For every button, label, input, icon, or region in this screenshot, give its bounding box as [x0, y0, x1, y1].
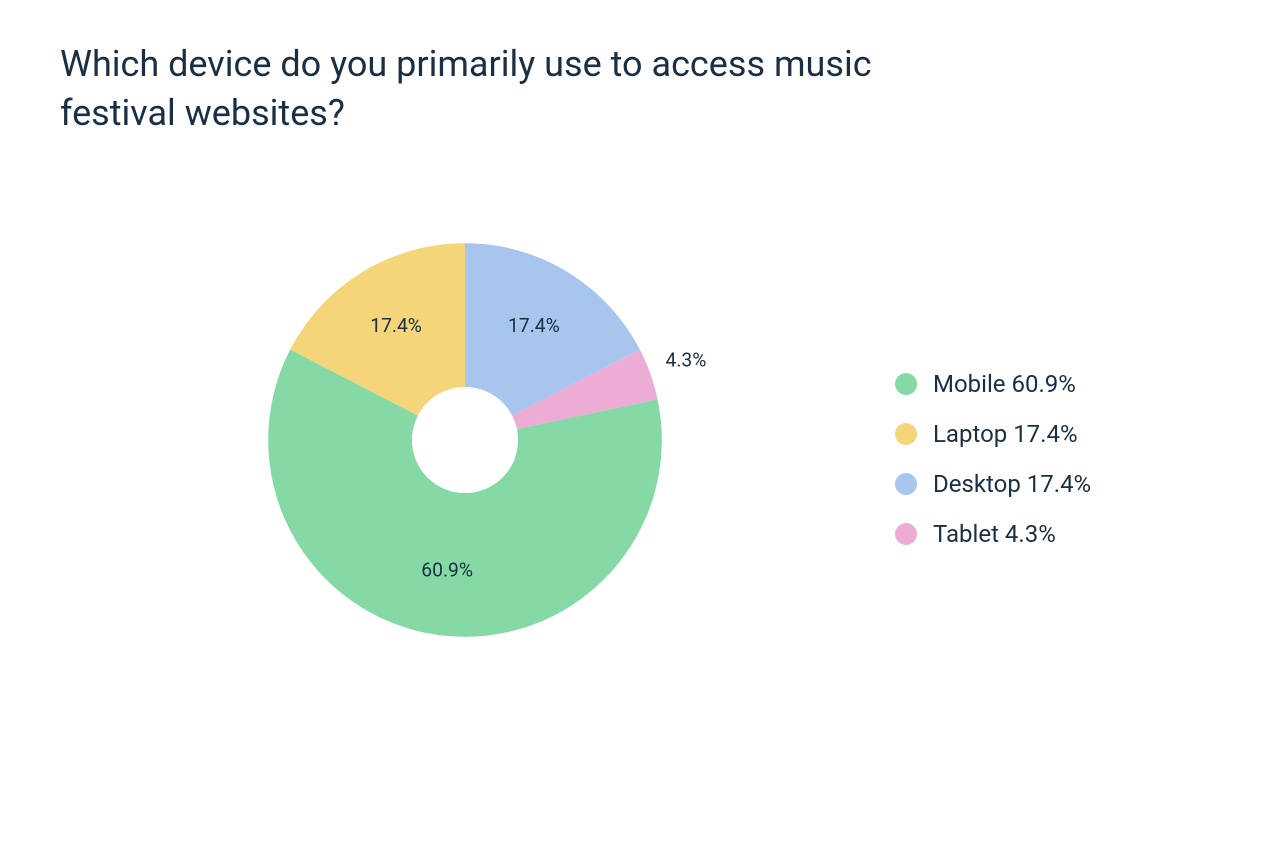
chart-container: Which device do you primarily use to acc…	[0, 0, 1280, 851]
legend-swatch	[895, 473, 917, 495]
legend-swatch	[895, 423, 917, 445]
legend-item-tablet: Tablet 4.3%	[895, 520, 1091, 548]
legend-swatch	[895, 373, 917, 395]
legend-label: Mobile 60.9%	[933, 370, 1076, 398]
donut-chart: 17.4% 4.3% 60.9% 17.4%	[220, 195, 710, 685]
chart-title: Which device do you primarily use to acc…	[60, 40, 960, 137]
legend-label: Tablet 4.3%	[933, 520, 1056, 548]
slice-label: 17.4%	[370, 314, 422, 337]
legend-item-laptop: Laptop 17.4%	[895, 420, 1091, 448]
legend-label: Laptop 17.4%	[933, 420, 1078, 448]
legend-item-mobile: Mobile 60.9%	[895, 370, 1091, 398]
legend-item-desktop: Desktop 17.4%	[895, 470, 1091, 498]
legend-swatch	[895, 523, 917, 545]
donut-hole	[412, 387, 518, 493]
slice-label: 4.3%	[666, 348, 707, 371]
legend: Mobile 60.9% Laptop 17.4% Desktop 17.4% …	[895, 370, 1091, 548]
slice-label: 60.9%	[421, 558, 473, 581]
slice-label: 17.4%	[508, 314, 560, 337]
donut-svg: 17.4% 4.3% 60.9% 17.4%	[220, 195, 710, 685]
legend-label: Desktop 17.4%	[933, 470, 1091, 498]
